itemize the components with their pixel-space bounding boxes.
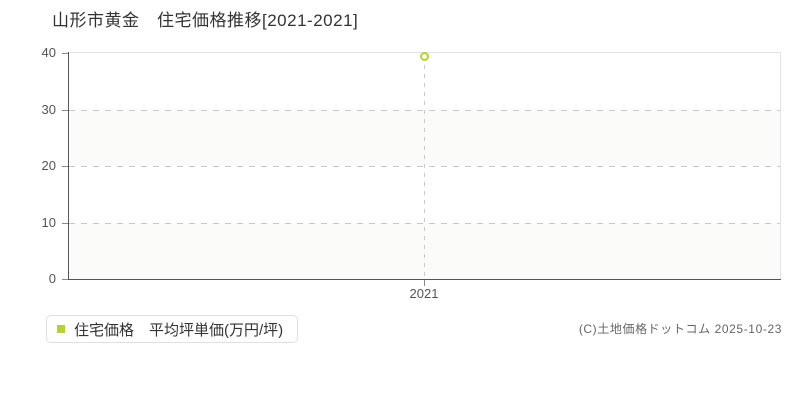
copyright-credit: (C)土地価格ドットコム 2025-10-23 (578, 322, 782, 336)
y-axis-tick (62, 53, 69, 54)
y-axis-tick-label: 0 (48, 271, 56, 286)
y-axis-tick-label: 30 (41, 101, 56, 117)
legend-label: 住宅価格 平均坪単価(万円/坪) (74, 321, 284, 339)
x-axis-line (68, 279, 781, 280)
plot-right-border (780, 53, 781, 279)
y-axis-tick-label: 40 (41, 45, 56, 60)
y-axis-tick (62, 222, 69, 224)
y-axis-tick-label: 10 (41, 214, 56, 230)
y-axis-tick-label: 20 (41, 158, 56, 173)
x-axis-tick-label: 2021 (409, 286, 439, 301)
legend-swatch-icon (57, 325, 65, 333)
y-axis-tick (62, 109, 69, 111)
y-axis-tick (62, 166, 69, 167)
y-axis-tick (62, 279, 69, 280)
vertical-gridline (424, 56, 425, 279)
legend[interactable]: 住宅価格 平均坪単価(万円/坪) (46, 315, 299, 343)
y-axis-line (68, 52, 69, 280)
x-axis-tick (424, 280, 425, 286)
data-point-marker[interactable] (420, 52, 429, 62)
chart-title: 山形市黄金 住宅価格推移[2021-2021] (52, 11, 359, 30)
